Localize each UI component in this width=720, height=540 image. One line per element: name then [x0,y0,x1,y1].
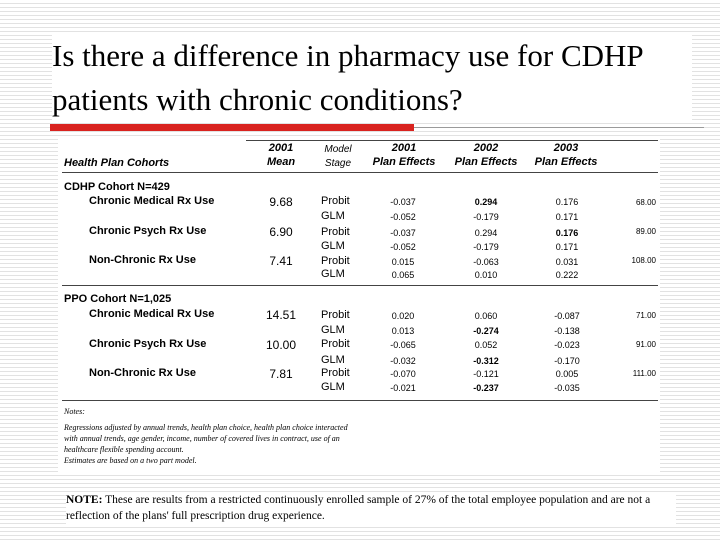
effect-2003: 0.222 [555,270,579,280]
notes-line: with annual trends, age gender, income, … [64,434,340,443]
effect-2003: 0.031 [555,257,579,267]
effect-2002: -0.063 [473,257,499,267]
effect-2001: 0.020 [391,311,415,321]
results-table: 2001 Mean Model Stage 2001 Plan Effects … [58,138,660,472]
title-accent-bar [50,124,414,131]
notes-line: Regressions adjusted by annual trends, h… [64,423,348,432]
model-stage: GLM [321,354,345,366]
header-top-rule [246,140,658,141]
model-stage: GLM [321,210,345,222]
header-2001-year: 2001 [391,142,417,154]
effect-2003: -0.138 [554,326,580,336]
model-stage: Probit [321,367,350,379]
effect-2001: -0.070 [390,369,416,379]
model-stage: Probit [321,338,350,350]
header-stage-line2: Stage [324,158,352,169]
mean-value: 7.41 [269,254,293,268]
effect-2003: -0.087 [554,311,580,321]
header-2003-year: 2003 [553,142,579,154]
effect-2003: -0.170 [554,356,580,366]
header-stage-line1: Model [324,144,352,155]
model-stage: GLM [321,240,345,252]
model-stage: GLM [321,268,345,280]
row-label: Chronic Psych Rx Use [89,225,207,237]
effect-2003: 0.176 [555,228,579,238]
effect-2002: 0.052 [474,340,498,350]
mean-value: 10.00 [265,338,297,352]
effect-2001: 0.015 [391,257,415,267]
model-stage: Probit [321,226,350,238]
header-mean-year: 2001 [268,142,294,154]
extra-value: 111.00 [632,369,656,378]
effect-2001: 0.065 [391,270,415,280]
header-bottom-rule [62,172,658,173]
effect-2003: 0.176 [555,197,579,207]
effect-2003: -0.023 [554,340,580,350]
effect-2002: -0.179 [473,242,499,252]
row-label: Chronic Medical Rx Use [89,308,215,320]
row-label: Non-Chronic Rx Use [89,367,196,379]
effect-2002: 0.294 [474,197,498,207]
effect-2001: -0.052 [390,242,416,252]
effect-2002: -0.121 [473,369,499,379]
effect-2003: 0.171 [555,242,579,252]
model-stage: Probit [321,195,350,207]
cohort-heading-ppo: PPO Cohort N=1,025 [64,293,172,305]
model-stage: Probit [321,255,350,267]
extra-value: 108.00 [631,256,656,265]
notes-divider-rule [62,400,658,401]
effect-2002: -0.312 [473,356,499,366]
effect-2002: -0.179 [473,212,499,222]
footnote-label: NOTE: [66,494,103,506]
effect-2002: 0.010 [474,270,498,280]
row-label: Chronic Medical Rx Use [89,195,215,207]
header-mean-label: Mean [266,156,296,168]
mean-value: 7.81 [269,367,293,381]
effect-2002: -0.274 [473,326,499,336]
group-divider-rule [62,285,658,286]
cohort-heading-cdhp: CDHP Cohort N=429 [64,181,170,193]
effect-2003: 0.171 [555,212,579,222]
effect-2001: -0.052 [390,212,416,222]
mean-value: 14.51 [265,308,297,322]
notes-heading: Notes: [64,407,85,416]
extra-value: 71.00 [635,311,656,320]
row-label: Chronic Psych Rx Use [89,338,207,350]
effect-2003: -0.035 [554,383,580,393]
model-stage: Probit [321,309,350,321]
effect-2001: -0.037 [390,228,416,238]
mean-value: 9.68 [269,195,293,209]
effect-2001: 0.013 [391,326,415,336]
footnote-text: These are results from a restricted cont… [66,494,651,522]
model-stage: GLM [321,381,345,393]
title-divider-line [414,127,704,128]
slide-title: Is there a difference in pharmacy use fo… [52,34,692,122]
effect-2002: 0.060 [474,311,498,321]
extra-value: 89.00 [635,227,656,236]
notes-line: healthcare flexible spending account. [64,445,184,454]
effect-2003: 0.005 [555,369,579,379]
header-2001-label: Plan Effects [372,156,436,168]
row-label: Non-Chronic Rx Use [89,254,196,266]
model-stage: GLM [321,324,345,336]
header-2003-label: Plan Effects [534,156,598,168]
effect-2002: 0.294 [474,228,498,238]
effect-2001: -0.037 [390,197,416,207]
mean-value: 6.90 [269,225,293,239]
extra-value: 91.00 [635,340,656,349]
extra-value: 68.00 [635,198,656,207]
effect-2001: -0.021 [390,383,416,393]
footnote: NOTE: These are results from a restricte… [66,492,676,524]
effect-2001: -0.032 [390,356,416,366]
header-cohorts: Health Plan Cohorts [64,157,170,169]
notes-line: Estimates are based on a two part model. [64,456,197,465]
effect-2001: -0.065 [390,340,416,350]
header-2002-label: Plan Effects [454,156,518,168]
header-2002-year: 2002 [473,142,499,154]
effect-2002: -0.237 [473,383,499,393]
